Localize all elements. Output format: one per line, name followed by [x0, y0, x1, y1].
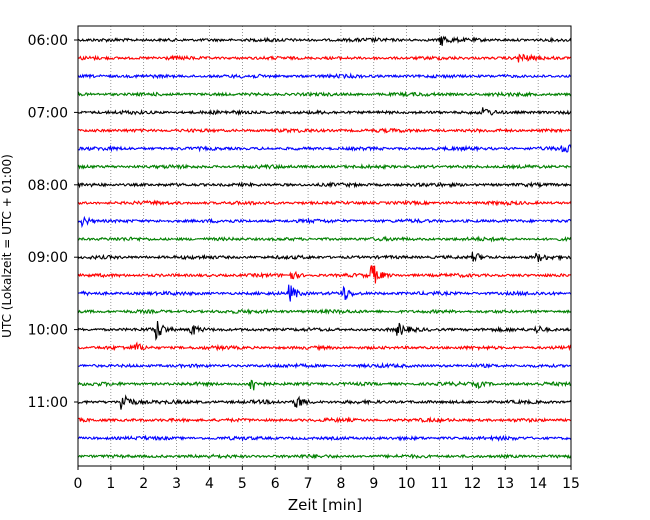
seismic-trace: [77, 199, 572, 207]
y-tick-label: 08:00: [28, 178, 68, 194]
x-tick-label: 14: [529, 476, 547, 492]
y-tick-label: 09:00: [28, 250, 68, 266]
x-tick-label: 9: [369, 476, 378, 492]
grid-lines: [110, 26, 539, 466]
seismic-trace: [77, 107, 572, 117]
y-tick-label: 11:00: [28, 395, 68, 411]
seismic-trace: [77, 251, 572, 263]
seismic-trace: [77, 127, 572, 135]
x-tick-label: 13: [496, 476, 514, 492]
seismic-trace: [77, 215, 572, 229]
seismic-trace: [77, 144, 572, 153]
y-tick-label: 06:00: [28, 33, 68, 49]
x-axis-ticks: 0 1 2 3 4 5 6 7 8 9 10 11 12 13 14 15: [74, 466, 580, 492]
seismic-trace: [77, 434, 572, 442]
y-tick-label: 10:00: [28, 323, 68, 339]
seismic-traces: [77, 35, 572, 460]
x-tick-label: 1: [106, 476, 115, 492]
seismic-trace: [77, 416, 572, 424]
x-tick-label: 0: [74, 476, 83, 492]
seismic-trace: [77, 284, 572, 302]
x-tick-label: 15: [562, 476, 580, 492]
seismic-trace: [77, 90, 572, 98]
seismic-trace: [77, 53, 572, 63]
seismic-trace: [77, 394, 572, 410]
y-tick-label: 07:00: [28, 105, 68, 121]
y-axis-label: UTC (Lokalzeit = UTC + 01:00): [0, 154, 14, 338]
x-tick-label: 10: [398, 476, 416, 492]
y-axis-ticks: 06:00 07:00 08:00 09:00 10:00 11:00: [28, 33, 78, 411]
seismic-trace: [77, 181, 572, 189]
plot-frame: [77, 25, 572, 467]
x-tick-label: 3: [172, 476, 181, 492]
seismic-trace: [77, 35, 572, 46]
x-tick-label: 11: [431, 476, 449, 492]
x-tick-label: 7: [304, 476, 313, 492]
x-tick-label: 2: [139, 476, 148, 492]
seismic-trace: [77, 72, 572, 80]
seismic-trace: [77, 163, 572, 171]
x-tick-label: 12: [463, 476, 481, 492]
seismic-trace: [77, 321, 572, 341]
seismic-trace: [77, 235, 572, 243]
seismic-trace: [77, 265, 572, 284]
seismic-trace: [77, 361, 572, 370]
x-tick-label: 8: [336, 476, 345, 492]
x-tick-label: 5: [238, 476, 247, 492]
seismic-trace: [77, 308, 572, 316]
x-tick-label: 4: [205, 476, 214, 492]
x-tick-label: 6: [271, 476, 280, 492]
seismic-trace: [77, 341, 572, 352]
seismic-trace: [77, 453, 572, 460]
x-axis-label: Zeit [min]: [288, 496, 362, 514]
seismic-trace: [77, 379, 572, 391]
